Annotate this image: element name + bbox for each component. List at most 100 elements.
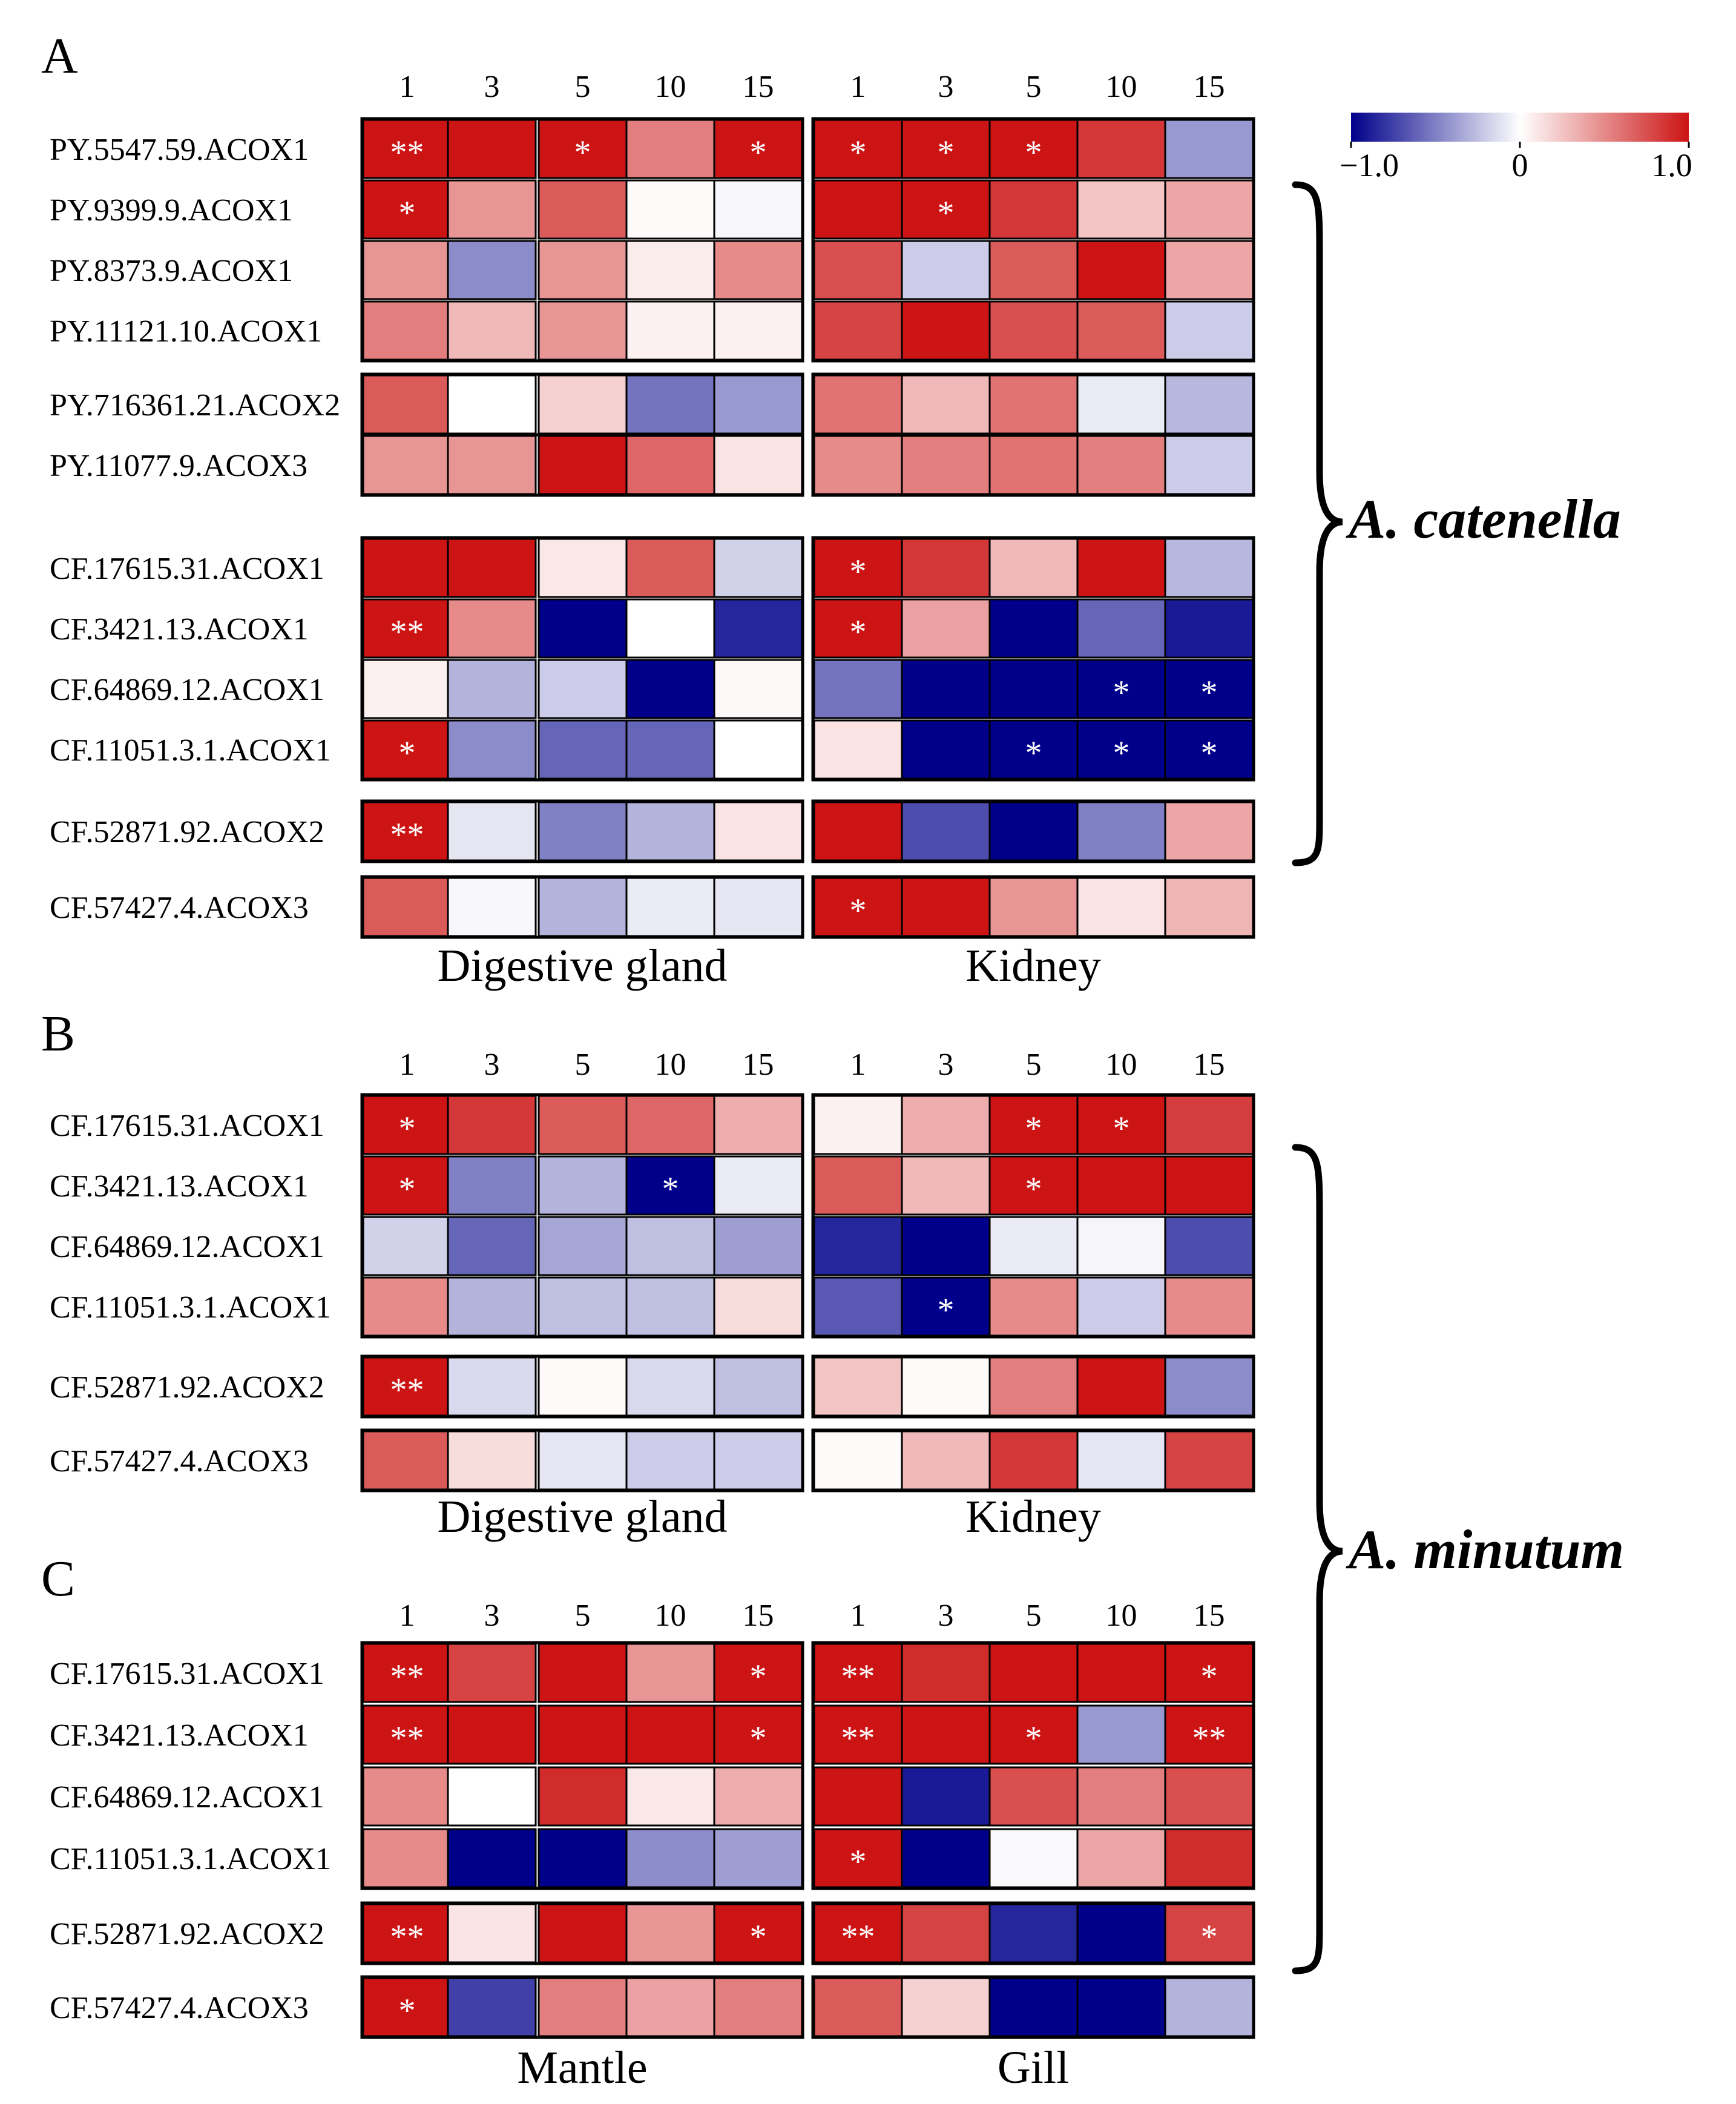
significance-mark: *	[662, 1170, 679, 1208]
heatmap-cell	[538, 877, 628, 937]
gene-label: PY.8373.9.ACOX1	[50, 254, 293, 288]
gene-label: CF.17615.31.ACOX1	[50, 1657, 324, 1691]
heatmap-cell	[538, 240, 628, 300]
heatmap-cell	[1164, 1356, 1254, 1417]
significance-mark: *	[399, 1992, 416, 2030]
heatmap-cell	[901, 1430, 991, 1491]
heatmap-cell	[625, 1977, 715, 2037]
heatmap-cell	[901, 1276, 991, 1337]
significance-mark: **	[390, 1371, 424, 1409]
heatmap-cell	[362, 300, 452, 361]
heatmap-cell	[901, 1828, 991, 1888]
heatmap-cell	[447, 1356, 537, 1417]
gene-label: CF.52871.92.ACOX2	[50, 1370, 324, 1405]
heatmap-cell	[447, 1643, 537, 1703]
heatmap-cell	[538, 1643, 628, 1703]
heatmap-cell	[1076, 435, 1166, 495]
brace-label-minutum: A. minutum	[1346, 1519, 1624, 1580]
significance-mark: **	[390, 1658, 424, 1695]
gene-label: CF.52871.92.ACOX2	[50, 815, 324, 849]
gene-label: CF.57427.4.ACOX3	[50, 891, 309, 925]
heatmap-cell	[362, 1155, 452, 1216]
heatmap-cell	[538, 1276, 628, 1337]
heatmap-cell	[447, 1095, 537, 1155]
significance-mark: *	[399, 194, 416, 232]
brace-catenella	[1292, 181, 1343, 866]
heatmap-cell	[447, 179, 537, 240]
gene-label: CF.11051.3.1.ACOX1	[50, 1290, 331, 1325]
timepoint-label: 3	[938, 1598, 954, 1633]
significance-mark: *	[850, 134, 867, 171]
row-group-border	[811, 1901, 1255, 1965]
colorbar: −1.0 0 1.0	[1340, 113, 1692, 183]
timepoint-label: 15	[743, 1047, 774, 1082]
heatmap-cell	[713, 1430, 803, 1491]
heatmap-cell	[362, 1766, 452, 1827]
heatmap-cell	[625, 1216, 715, 1276]
heatmap-cell	[625, 1095, 715, 1155]
row-group-border	[360, 875, 804, 939]
heatmap-cell	[362, 240, 452, 300]
significance-mark: **	[841, 1658, 875, 1695]
timepoint-label: 15	[1194, 1047, 1225, 1082]
heatmap-cell	[901, 801, 991, 862]
heatmap-cell	[713, 1276, 803, 1337]
timepoint-label: 5	[1026, 1598, 1042, 1633]
significance-mark: *	[399, 1110, 416, 1147]
heatmap-cell	[538, 1903, 628, 1964]
heatmap-cell	[625, 1704, 715, 1765]
significance-mark: *	[1113, 1110, 1130, 1147]
heatmap-cell	[1076, 374, 1166, 435]
brace-minutum	[1292, 1144, 1343, 1974]
heatmap-cell	[713, 240, 803, 300]
timepoint-label: 10	[655, 1047, 686, 1082]
gene-label: CF.11051.3.1.ACOX1	[50, 733, 331, 768]
significance-mark: *	[1201, 1918, 1218, 1956]
row-group-border	[360, 799, 804, 863]
row-group-border	[360, 1975, 804, 2039]
significance-mark: *	[1201, 734, 1218, 772]
heatmap-cell	[713, 1704, 803, 1765]
timepoint-label: 1	[850, 1047, 866, 1082]
timepoint-label: 1	[850, 1598, 866, 1633]
significance-mark: *	[850, 1843, 867, 1881]
heatmap-cell	[813, 659, 903, 719]
timepoint-label: 10	[1106, 70, 1137, 104]
significance-mark: *	[1025, 1170, 1042, 1208]
heatmap-cell	[988, 1430, 1079, 1491]
heatmap-cell	[625, 435, 715, 495]
heatmap-cell	[625, 598, 715, 659]
heatmap-cell	[813, 1977, 903, 2037]
heatmap-cell	[988, 1903, 1079, 1964]
heatmap-cell	[625, 1356, 715, 1417]
significance-mark: **	[390, 613, 424, 651]
panel-letter: A	[41, 28, 78, 84]
colorbar-mid-label: 0	[1512, 147, 1528, 183]
heatmap-cell	[988, 877, 1079, 937]
heatmap-cell	[625, 719, 715, 780]
timepoint-label: 5	[1026, 1047, 1042, 1082]
heatmap-cell	[1164, 598, 1254, 659]
significance-mark: *	[750, 1720, 767, 1757]
colorbar-min-label: −1.0	[1340, 147, 1399, 183]
heatmap-cell	[625, 1430, 715, 1491]
heatmap-cell	[1076, 240, 1166, 300]
colorbar-gradient	[1351, 113, 1689, 142]
colorbar-max-label: 1.0	[1651, 147, 1692, 183]
heatmap-cell	[1164, 119, 1254, 179]
significance-mark: *	[1113, 674, 1130, 711]
heatmap-cell	[988, 1766, 1079, 1827]
significance-mark: **	[390, 1918, 424, 1956]
heatmap-cell	[901, 1977, 991, 2037]
timepoint-label: 15	[1194, 1598, 1225, 1633]
heatmap-cell	[1164, 1216, 1254, 1276]
heatmap-cell	[625, 300, 715, 361]
heatmap-cell	[625, 1903, 715, 1964]
heatmap-cell	[447, 1704, 537, 1765]
heatmap-cell	[625, 1643, 715, 1703]
heatmap-cell	[901, 877, 991, 937]
heatmap-cell	[1076, 877, 1166, 937]
heatmap-cell	[813, 1276, 903, 1337]
